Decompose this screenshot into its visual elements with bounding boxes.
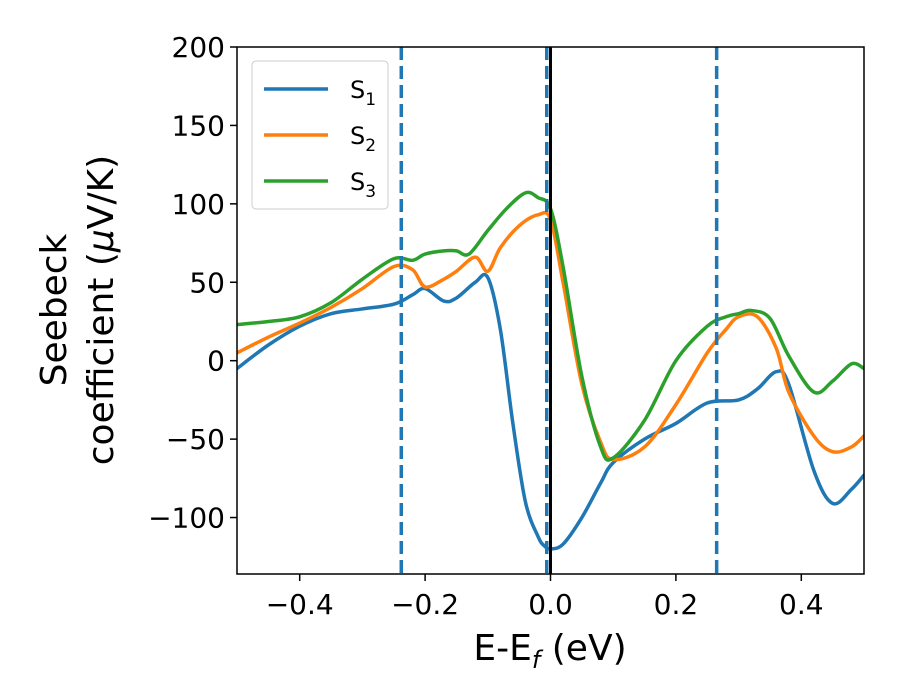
- y-tick-label: −100: [148, 502, 225, 535]
- series-line-s2: [237, 210, 864, 462]
- y-axis-title-line2: coefficient (μV/K): [81, 155, 122, 465]
- y-tick-label: 200: [172, 31, 225, 64]
- y-tick-label: 150: [172, 109, 225, 142]
- y-axis-title-2: coefficient (μV/K): [81, 155, 122, 465]
- x-tick-label: −0.2: [391, 588, 459, 621]
- y-axis-title-mu: μ: [81, 229, 122, 253]
- y-tick-label: 100: [172, 188, 225, 221]
- y-axis-title-text: coefficient (: [81, 252, 122, 465]
- x-tick-label: 0.4: [779, 588, 824, 621]
- y-axis-title-unit: V/K): [81, 155, 122, 229]
- legend-label-s1: S1: [350, 76, 376, 110]
- y-tick-label: −50: [166, 423, 225, 456]
- legend-label-s2: S2: [350, 122, 376, 156]
- x-axis-title: E-Ef (eV): [473, 628, 626, 674]
- x-tick-label: 0.0: [528, 588, 573, 621]
- x-tick-label: −0.4: [266, 588, 334, 621]
- legend: S1 S2 S3: [251, 60, 389, 210]
- y-tick-label: 0: [207, 345, 225, 378]
- series-line-s3: [237, 190, 864, 462]
- x-tick-label: 0.2: [654, 588, 699, 621]
- y-axis-title: Seebeck: [34, 233, 75, 386]
- x-axis-title-unit: (eV): [540, 628, 626, 669]
- y-axis-title-line1: Seebeck: [34, 233, 75, 386]
- y-axis: −100 −50 0 50 100 150 200: [148, 31, 237, 535]
- legend-label-s3: S3: [350, 168, 376, 202]
- x-axis: −0.4 −0.2 0.0 0.2 0.4: [266, 574, 824, 621]
- y-tick-label: 50: [189, 266, 225, 299]
- x-axis-title-main: E-E: [473, 628, 531, 669]
